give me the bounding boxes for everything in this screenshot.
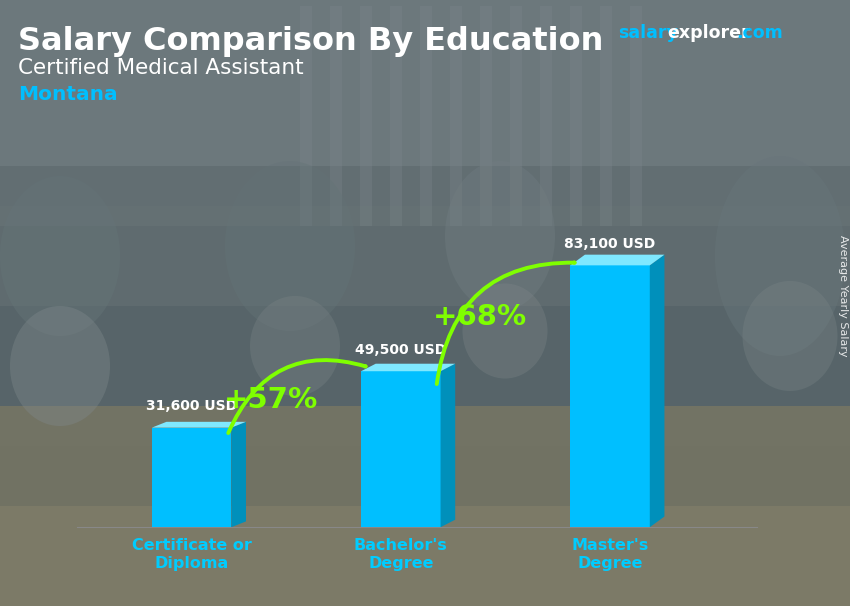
Text: .com: .com [736,24,783,42]
Ellipse shape [462,284,547,379]
Polygon shape [440,364,456,527]
Polygon shape [231,422,246,527]
Bar [0,206,850,306]
Ellipse shape [715,156,845,356]
Text: +57%: +57% [224,386,318,414]
Text: explorer: explorer [667,24,750,42]
Bar [718,66,816,74]
Text: 49,500 USD: 49,500 USD [354,343,446,357]
Text: Certified Medical Assistant: Certified Medical Assistant [18,58,303,78]
Bar [718,104,816,111]
Polygon shape [361,364,456,371]
Bar [718,36,757,81]
Ellipse shape [445,161,555,311]
Bar [300,6,312,226]
Bar [630,6,642,226]
Bar [480,6,492,226]
Bar [718,96,816,104]
Polygon shape [649,255,665,527]
Bar [361,371,440,527]
Bar [718,126,816,133]
Bar [330,6,342,226]
Bar [450,6,462,226]
Bar [718,52,816,59]
Bar [390,6,402,226]
Bar [420,6,432,226]
Bar [510,6,522,226]
Bar [0,0,850,226]
Text: +68%: +68% [434,302,527,331]
Bar [718,118,816,126]
Bar [570,6,582,226]
Bar [718,74,816,81]
Ellipse shape [250,296,340,396]
Ellipse shape [225,161,355,331]
Bar [718,59,816,66]
Bar [0,166,850,446]
Bar [718,44,816,52]
Text: Salary Comparison By Education: Salary Comparison By Education [18,26,604,57]
Ellipse shape [10,306,110,426]
Bar [0,506,850,606]
Text: 31,600 USD: 31,600 USD [145,399,236,413]
Bar [570,265,649,527]
Polygon shape [570,255,665,265]
Bar [540,6,552,226]
Text: Average Yearly Salary: Average Yearly Salary [838,235,848,357]
Bar [718,88,816,96]
Ellipse shape [743,281,837,391]
Bar [152,428,231,527]
Text: Montana: Montana [18,85,117,104]
Polygon shape [152,422,246,428]
Bar [718,111,816,118]
Text: 83,100 USD: 83,100 USD [564,237,655,251]
Bar [0,406,850,606]
Text: salary: salary [618,24,677,42]
Ellipse shape [0,176,120,336]
Bar [718,81,816,88]
Bar [360,6,372,226]
Bar [718,36,816,44]
Bar [600,6,612,226]
